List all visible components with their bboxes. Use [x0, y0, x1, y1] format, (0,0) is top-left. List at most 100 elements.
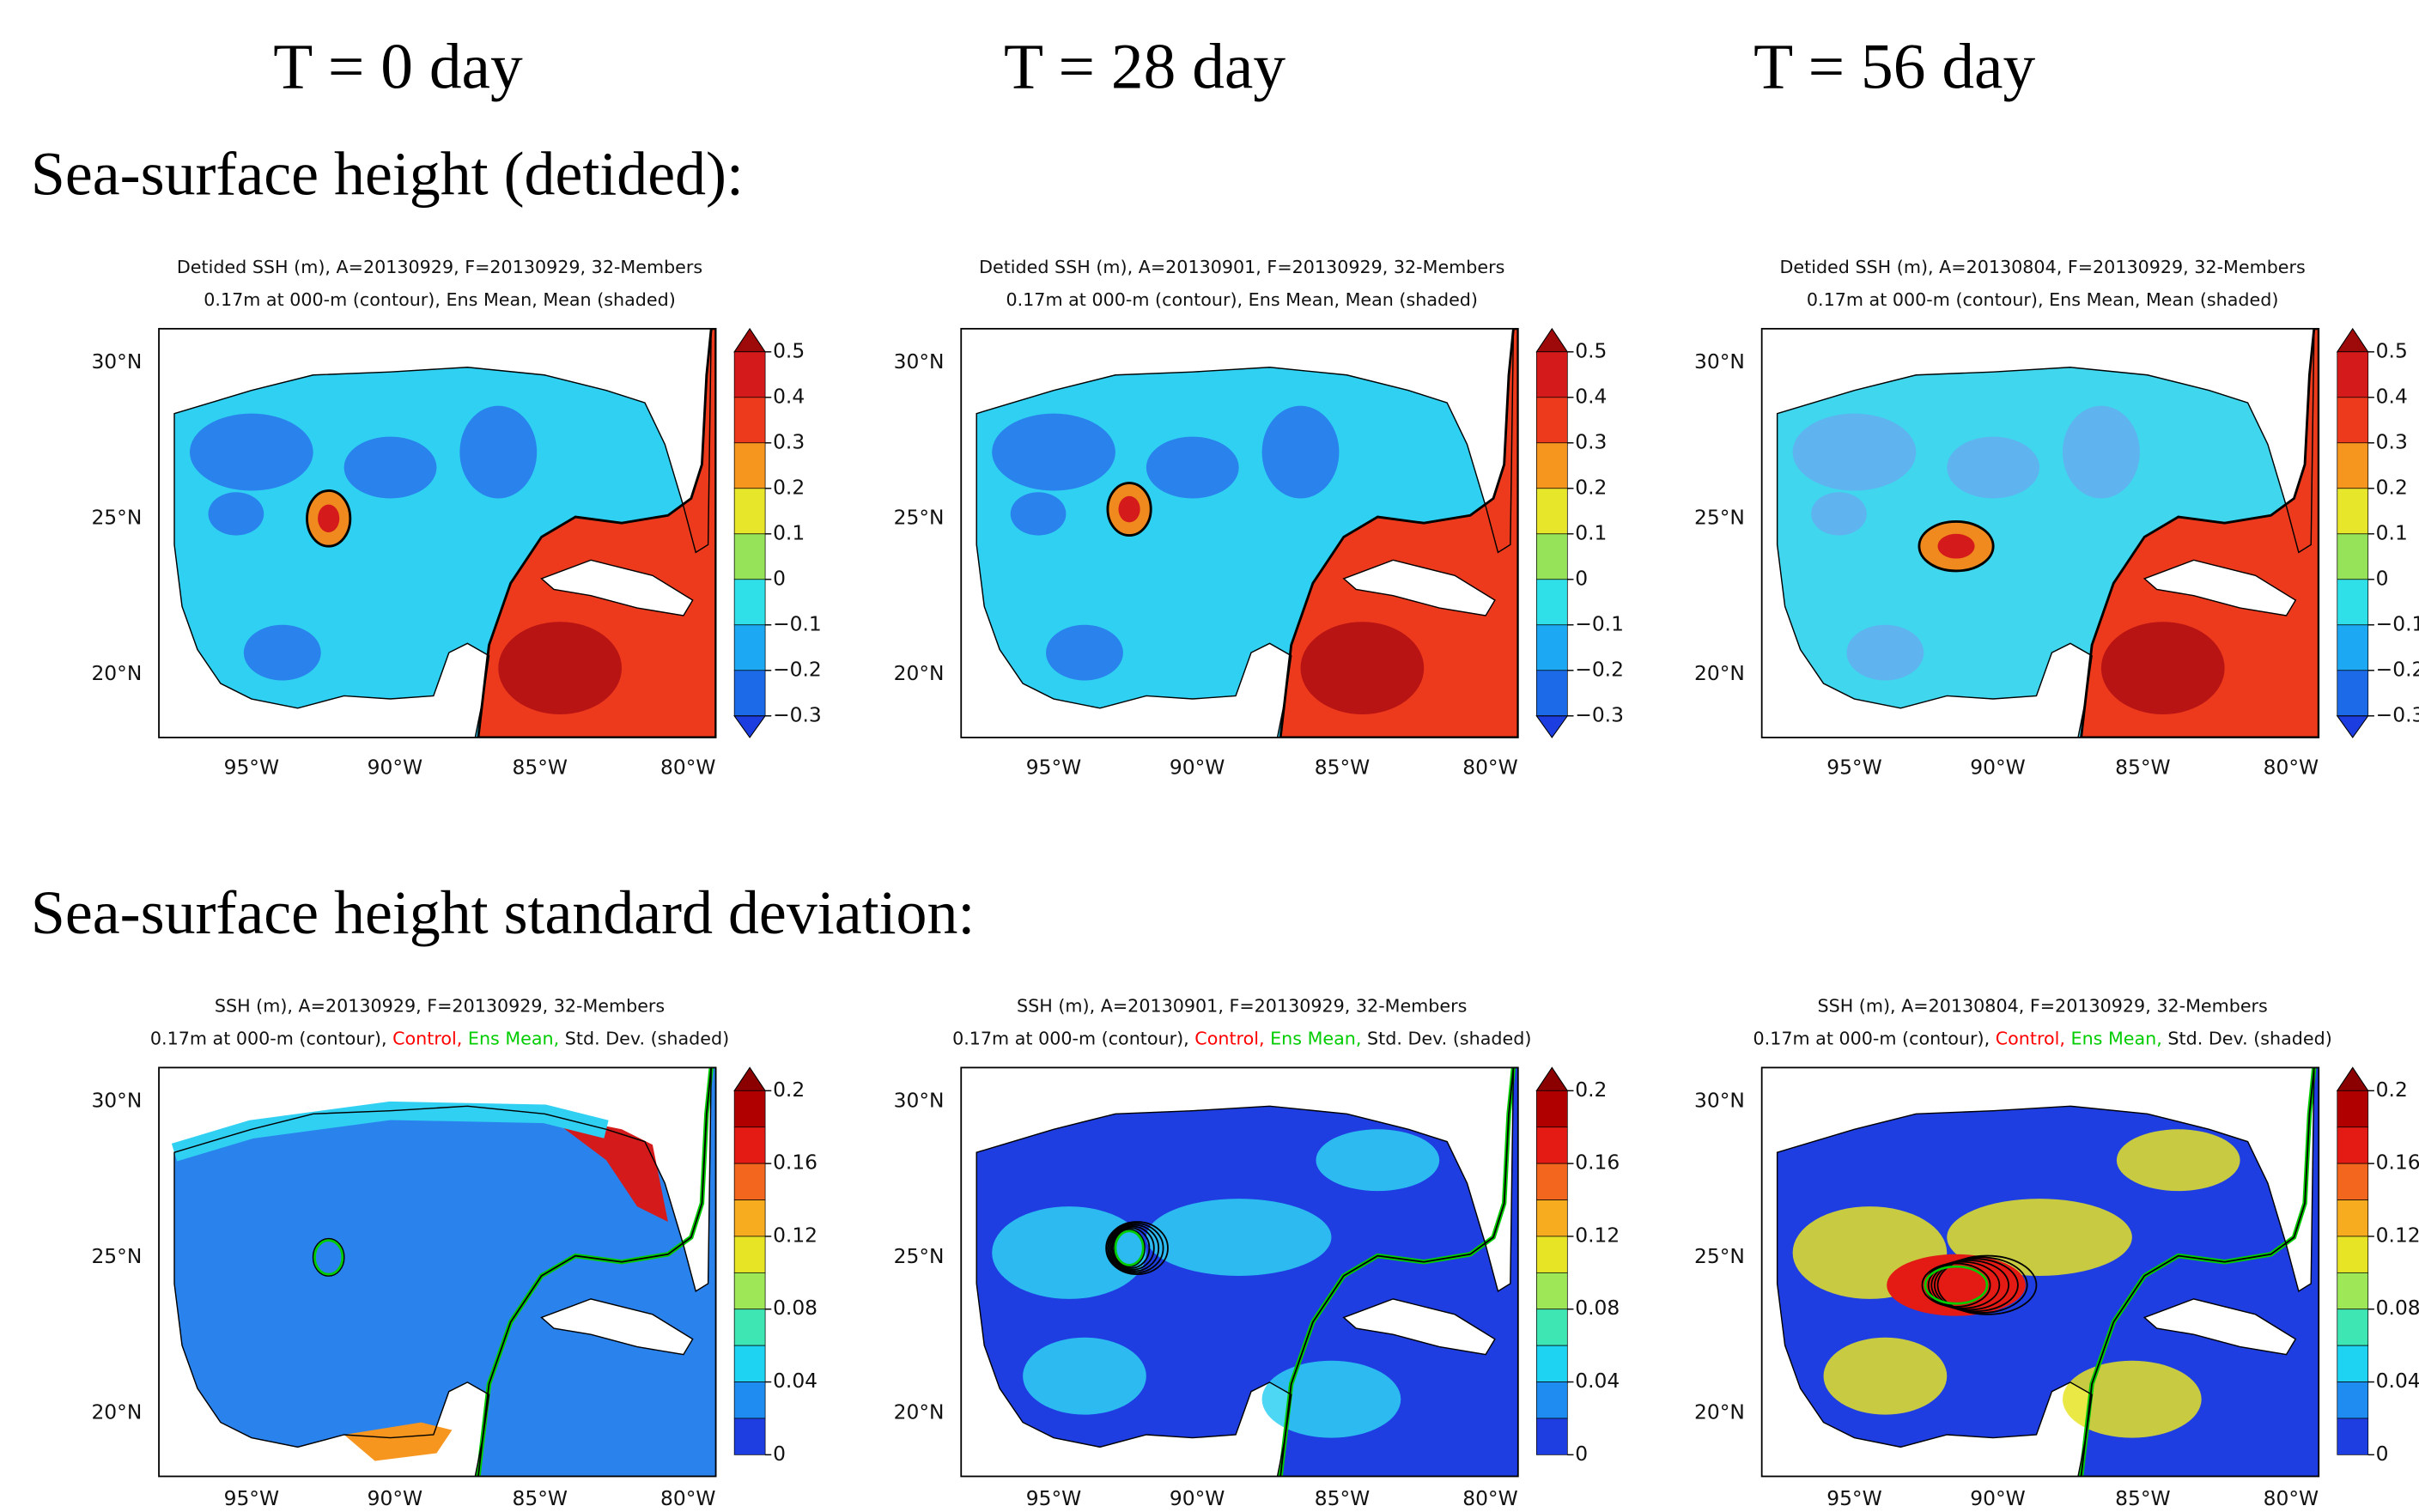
eddy-contour — [1111, 1227, 1151, 1269]
variance — [2062, 1360, 2202, 1438]
colorbar-band — [1536, 1090, 1568, 1128]
colorbar-label: 0.1 — [1575, 520, 1607, 544]
lat-label: 30°N — [894, 1088, 945, 1112]
colorbar-band — [1536, 488, 1568, 535]
colorbar-label: 0.04 — [1575, 1369, 1620, 1393]
colorbar-band — [1536, 670, 1568, 717]
variance — [1023, 1337, 1146, 1415]
variance — [1261, 1360, 1401, 1438]
map-frame — [1760, 327, 2320, 738]
colorbar-label: 0 — [1575, 566, 1588, 590]
subtitle-part: Control, — [1194, 1028, 1264, 1048]
lon-label: 95°W — [1026, 755, 1081, 779]
low-anomaly — [2062, 405, 2140, 499]
colorbar-band — [733, 579, 766, 626]
colorbar-label: 0.16 — [2376, 1151, 2419, 1175]
colorbar-label: −0.1 — [773, 611, 822, 635]
eddy-contour — [1108, 1224, 1160, 1272]
map — [1760, 1066, 2320, 1478]
low-anomaly — [1846, 624, 1924, 681]
lon-label: 80°W — [660, 1486, 715, 1510]
shelf — [544, 1114, 668, 1223]
eddy-contour — [1936, 1254, 2038, 1315]
lat-label: 20°N — [894, 661, 945, 685]
colorbar-band — [733, 488, 766, 535]
low-anomaly — [1046, 624, 1123, 681]
colorbar-band — [2337, 397, 2369, 444]
colorbar-band — [2337, 579, 2369, 626]
low-anomaly — [208, 492, 264, 536]
colorbar-over — [1535, 1066, 1569, 1091]
colorbar-label: 0.5 — [2376, 338, 2408, 362]
eddy-contour — [1927, 1260, 2010, 1311]
colorbar-band — [733, 397, 766, 444]
lon-label: 90°W — [368, 1486, 422, 1510]
colorbar-band — [733, 351, 766, 398]
lat-label: 30°N — [91, 349, 142, 373]
low-anomaly — [1811, 492, 1867, 536]
subtitle-part: 0.17m at 000-m (contour), Ens Mean, Mean… — [1807, 289, 2279, 310]
colorbar-label: 0.3 — [773, 429, 805, 453]
cuba — [1342, 1298, 1496, 1356]
colorbar-label: 0.5 — [773, 338, 805, 362]
lat-label: 25°N — [91, 505, 142, 529]
map-frame — [1760, 1066, 2320, 1478]
lat-label: 25°N — [894, 1244, 945, 1268]
lon-label: 85°W — [2115, 1486, 2170, 1510]
eddy-contour — [1113, 1229, 1146, 1268]
colorbar-label: 0.3 — [2376, 429, 2408, 453]
panel-subtitle: 0.17m at 000-m (contour), Control, Ens M… — [1753, 1028, 2331, 1048]
colorbar-label: 0.2 — [2376, 475, 2408, 499]
subtitle-part: Std. Dev. (shaded) — [2162, 1028, 2332, 1048]
column-header: T = 56 day — [1753, 32, 2035, 103]
colorbar-label: 0.04 — [773, 1369, 817, 1393]
low-anomaly — [243, 624, 321, 681]
colorbar-over — [2336, 327, 2369, 353]
lat-label: 25°N — [1694, 1244, 1745, 1268]
shelf — [343, 1422, 453, 1461]
eddy-contour — [1930, 1258, 2019, 1313]
colorbar-label: 0.16 — [1575, 1151, 1620, 1175]
colorbar-label: 0.08 — [2376, 1296, 2419, 1320]
colorbar-under — [733, 715, 767, 738]
colorbar-under — [1535, 715, 1569, 738]
warm-core — [1300, 622, 1425, 714]
colorbar-band — [733, 1381, 766, 1419]
colorbar-label: 0.3 — [1575, 429, 1607, 453]
colorbar-band — [1536, 1236, 1568, 1273]
colorbar-band — [733, 1272, 766, 1310]
subtitle-part: 0.17m at 000-m (contour), Ens Mean, Mean… — [1006, 289, 1478, 310]
colorbar-band — [1536, 1199, 1568, 1237]
colorbar-band — [1536, 442, 1568, 489]
map-field — [1761, 1067, 2319, 1477]
variance — [1316, 1129, 1440, 1192]
subtitle-part: 0.17m at 000-m (contour), — [952, 1028, 1194, 1048]
colorbar-label: −0.1 — [1575, 611, 1624, 635]
low-anomaly — [459, 405, 538, 499]
variance — [1823, 1337, 1948, 1415]
colorbar-band — [1536, 1381, 1568, 1419]
colorbar-band — [733, 1345, 766, 1382]
map-frame — [158, 327, 717, 738]
eddy-contour — [1921, 1262, 1991, 1308]
map — [1760, 327, 2320, 738]
lat-label: 20°N — [91, 661, 142, 685]
colorbar-band — [2337, 1199, 2369, 1237]
lat-label: 30°N — [894, 349, 945, 373]
map — [158, 327, 717, 738]
map-field — [961, 1067, 1518, 1477]
colorbar-band — [733, 533, 766, 580]
cuba — [2142, 559, 2297, 616]
lon-label: 80°W — [1462, 1486, 1517, 1510]
colorbar-band — [2337, 1163, 2369, 1200]
subtitle-part: Control, — [1996, 1028, 2065, 1048]
colorbar-band — [2337, 533, 2369, 580]
current-path — [477, 1067, 713, 1477]
colorbar-band — [733, 1126, 766, 1164]
colorbar-over — [1535, 327, 1569, 353]
colorbar-band — [1536, 1163, 1568, 1200]
lon-label: 85°W — [513, 755, 568, 779]
colorbar-band — [733, 1309, 766, 1346]
colorbar-band — [2337, 1126, 2369, 1164]
colorbar-label: 0.08 — [1575, 1296, 1620, 1320]
